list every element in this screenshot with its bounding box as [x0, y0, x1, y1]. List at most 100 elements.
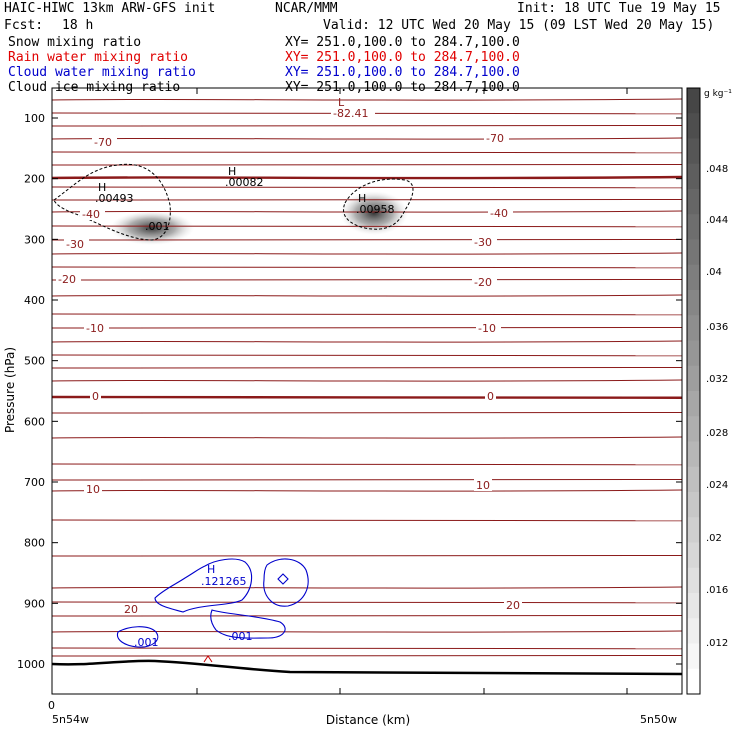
cloud-water-contour-5: [277, 573, 289, 585]
isotherm-label: 10: [476, 479, 490, 492]
isotherm-label: -30: [66, 238, 84, 251]
isotherm-label: -40: [82, 208, 100, 221]
plot-frame: [51, 87, 683, 695]
colorbar-band: [687, 113, 700, 139]
contour-label-bg: [80, 208, 105, 220]
field-name-cloud-water: Cloud water mixing ratio: [8, 65, 196, 80]
x-axis-label: Distance (km): [326, 713, 410, 727]
contour-label-bg: [488, 207, 513, 219]
extremum-value: .00493: [95, 192, 134, 205]
x-zero-label: 0: [48, 699, 55, 712]
isotherm-label: -20: [58, 273, 76, 286]
isotherm-line: [52, 252, 682, 255]
contour-label-bg: [472, 276, 497, 288]
colorbar-band: [687, 466, 700, 493]
forecast-hours: 18 h: [62, 18, 94, 33]
colorbar-band: [687, 88, 700, 114]
isotherm-label: 20: [506, 599, 520, 612]
ice-contour-left: [53, 163, 171, 241]
y-tick-label: 600: [24, 415, 45, 428]
isotherm-label: -40: [490, 207, 508, 220]
contour-label-bg: [84, 483, 102, 495]
isotherm-line: [52, 239, 682, 241]
colorbar-band: [687, 668, 700, 695]
colorbar-tick-label: .044: [706, 215, 728, 226]
colorbar-band: [687, 189, 700, 215]
colorbar-band: [687, 492, 700, 518]
isotherm-line: [52, 479, 682, 481]
colorbar-unit: g kg⁻¹: [704, 89, 732, 99]
extremum-label-bg: [331, 107, 375, 119]
extremum-marker: L: [338, 96, 345, 109]
colorbar-band: [687, 391, 700, 417]
isotherm-line: [52, 340, 682, 343]
colorbar-tick-label: .012: [706, 638, 728, 649]
isotherm-label: -70: [94, 136, 112, 149]
x-end-label: 5n50w: [640, 713, 677, 726]
extremum-marker: H: [228, 165, 236, 178]
y-tick-label: 900: [24, 597, 45, 610]
isotherm-label: 0: [92, 390, 99, 403]
ice-contour-right: [343, 178, 414, 230]
org-label: NCAR/MMM: [275, 1, 338, 16]
contour-label-bg: [472, 236, 497, 248]
colorbar-tick-label: .02: [706, 533, 722, 544]
colorbar-band: [687, 365, 700, 392]
colorbar-band: [687, 239, 700, 266]
rain-marker: [203, 655, 213, 663]
extremum-marker: H: [358, 192, 366, 205]
isotherm-line: [52, 151, 682, 154]
init-time: Init: 18 UTC Tue 19 May 15: [517, 1, 721, 16]
field-xy-snow: XY= 251.0,100.0 to 284.7,100.0: [285, 35, 520, 50]
colorbar-band: [687, 264, 700, 291]
isotherm-line: [52, 175, 682, 180]
extremum-value: -82.41: [333, 107, 368, 120]
terrain-surface-line: [51, 659, 683, 676]
isotherm-line: [52, 354, 682, 357]
extremum-marker: H: [207, 563, 215, 576]
isotherm-line: [52, 327, 682, 329]
colorbar-band: [687, 214, 700, 240]
colorbar-tick-label: .04: [706, 267, 722, 278]
y-axis-label: Pressure (hPa): [3, 347, 17, 433]
isotherm-label: 10: [86, 483, 100, 496]
extremum-value: .001: [145, 220, 170, 233]
contour-label-bg: [474, 479, 492, 491]
contour-label-bg: [90, 390, 101, 402]
field-name-snow: Snow mixing ratio: [8, 35, 142, 50]
field-xy-rain: XY= 251.0,100.0 to 284.7,100.0: [285, 50, 520, 65]
model-title: HAIC-HIWC 13km ARW-GFS init: [4, 1, 216, 16]
isotherm-line: [52, 279, 682, 281]
colorbar-band: [687, 416, 700, 442]
isotherm-line: [52, 379, 682, 382]
contour-label-bg: [84, 322, 109, 334]
colorbar-tick-label: .024: [706, 480, 728, 491]
isotherm-label: 0: [487, 390, 494, 403]
snow-shade-right: [340, 191, 408, 235]
colorbar-band: [687, 643, 700, 670]
isotherm-line: [52, 210, 682, 213]
isotherm-line: [52, 199, 682, 201]
y-tick-label: 400: [24, 294, 45, 307]
contour-label-bg: [64, 238, 89, 250]
valid-time: Valid: 12 UTC Wed 20 May 15 (09 LST Wed …: [323, 18, 715, 33]
y-tick-label: 700: [24, 476, 45, 489]
colorbar-band: [687, 567, 700, 594]
cloud-water-contour-3: [210, 609, 286, 639]
isotherm-line: [52, 463, 682, 466]
y-tick-label: 1000: [17, 658, 45, 671]
isotherm-line: [52, 519, 682, 522]
colorbar-frame: [686, 87, 701, 695]
extremum-marker: H: [98, 181, 106, 194]
isotherm-line: [52, 655, 682, 657]
cloud-water-contour-1: [154, 558, 253, 613]
isotherm-line: [52, 615, 682, 617]
contour-label-bg: [484, 132, 509, 144]
field-xy-cloud-water: XY= 251.0,100.0 to 284.7,100.0: [285, 65, 520, 80]
isotherm-line: [52, 395, 682, 399]
isotherm-label: 20: [124, 603, 138, 616]
isotherm-line: [52, 266, 682, 269]
isotherm-line: [52, 601, 682, 604]
isotherm-line: [52, 125, 682, 127]
